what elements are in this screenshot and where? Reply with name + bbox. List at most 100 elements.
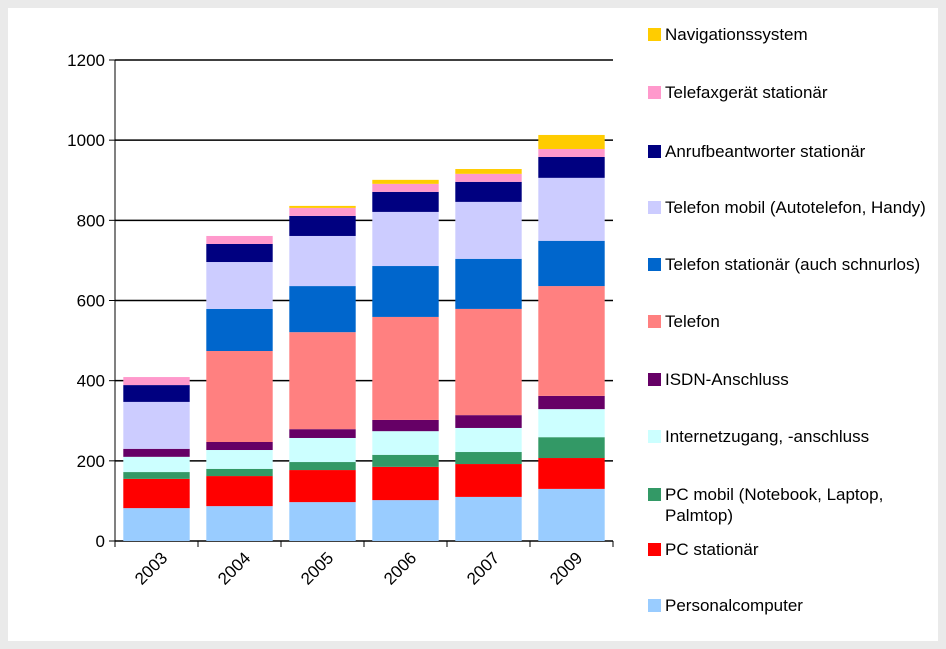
bar-segment xyxy=(538,437,605,459)
bar-segment xyxy=(372,266,439,317)
bar-segment xyxy=(289,215,356,236)
legend-entry: Personalcomputer xyxy=(648,595,928,616)
y-tick-label: 1000 xyxy=(67,131,105,150)
bar-segment xyxy=(206,476,273,507)
legend-swatch xyxy=(648,315,661,328)
legend-swatch xyxy=(648,28,661,41)
bar-segment xyxy=(206,468,273,477)
bar-segment xyxy=(372,211,439,267)
bar-segment xyxy=(206,351,273,442)
bar-segment xyxy=(455,258,522,309)
bar-segment xyxy=(123,448,190,457)
bar-segment xyxy=(123,377,190,386)
bar-segment xyxy=(372,179,439,184)
legend-swatch xyxy=(648,543,661,556)
legend-label: PC stationär xyxy=(665,540,759,559)
bar-segment xyxy=(455,415,522,428)
bar-segment xyxy=(372,431,439,455)
bar-segment xyxy=(123,456,190,473)
legend-swatch xyxy=(648,201,661,214)
bar-segment xyxy=(289,437,356,463)
legend-swatch xyxy=(648,430,661,443)
bar-segment xyxy=(372,454,439,467)
legend-label: Telefon mobil (Autotelefon, Handy) xyxy=(665,198,926,217)
bar-segment xyxy=(289,235,356,287)
bar-segment xyxy=(538,177,605,241)
bar-segment xyxy=(123,401,190,449)
bar-segment xyxy=(372,500,439,541)
legend-label: Navigationssystem xyxy=(665,25,808,44)
bar-segment xyxy=(455,464,522,497)
bar-segment xyxy=(123,478,190,509)
bar-segment xyxy=(289,429,356,438)
legend-swatch xyxy=(648,86,661,99)
legend-label: Telefaxgerät stationär xyxy=(665,83,828,102)
bar-segment xyxy=(206,441,273,451)
bar-segment xyxy=(455,427,522,453)
bar-segment xyxy=(206,506,273,541)
bar-segment xyxy=(372,183,439,192)
legend-label: PC mobil (Notebook, Laptop, Palmtop) xyxy=(665,485,884,525)
bar-segment xyxy=(206,262,273,309)
bar-segment xyxy=(289,207,356,216)
legend-entry: Telefaxgerät stationär xyxy=(648,82,928,103)
legend-entry: Telefon xyxy=(648,311,928,332)
bar-segment xyxy=(538,240,605,287)
bar-segment xyxy=(206,308,273,352)
bar-segment xyxy=(289,205,356,208)
legend-label: Telefon stationär (auch schnurlos) xyxy=(665,255,921,274)
legend-swatch xyxy=(648,599,661,612)
bar-segment xyxy=(538,458,605,489)
bar-segment xyxy=(289,470,356,503)
bar-segment xyxy=(538,488,605,541)
bar-segment xyxy=(289,286,356,333)
bar-segment xyxy=(372,466,439,501)
legend-label: Anrufbeantworter stationär xyxy=(665,142,866,161)
bar-segment xyxy=(538,409,605,438)
bar-segment xyxy=(372,191,439,212)
bar-segment xyxy=(538,148,605,158)
legend-label: Telefon xyxy=(665,312,720,331)
bar-segment xyxy=(455,201,522,259)
legend-entry: Navigationssystem xyxy=(648,24,928,45)
y-tick-label: 400 xyxy=(77,372,105,391)
bar-segment xyxy=(123,385,190,402)
legend-swatch xyxy=(648,258,661,271)
bar-segment xyxy=(123,508,190,541)
legend-entry: Telefon mobil (Autotelefon, Handy) xyxy=(648,197,928,218)
bar-segment xyxy=(289,462,356,471)
legend-label: Internetzugang, -anschluss xyxy=(665,427,870,446)
legend-entry: Internetzugang, -anschluss xyxy=(648,426,928,447)
bar-segment xyxy=(455,181,522,202)
bar-segment xyxy=(206,235,273,244)
legend-label: Personalcomputer xyxy=(665,596,803,615)
legend-label: ISDN-Anschluss xyxy=(665,370,789,389)
bar-segment xyxy=(455,496,522,541)
legend-entry: Telefon stationär (auch schnurlos) xyxy=(648,254,928,275)
y-tick-label: 1200 xyxy=(67,51,105,70)
legend-entry: PC stationär xyxy=(648,539,928,560)
legend-swatch xyxy=(648,145,661,158)
bar-segment xyxy=(455,452,522,465)
bar-segment xyxy=(538,157,605,178)
y-tick-label: 0 xyxy=(96,532,105,551)
legend-swatch xyxy=(648,488,661,501)
bar-segment xyxy=(289,502,356,541)
bar-segment xyxy=(289,332,356,430)
bar-segment xyxy=(455,173,522,182)
y-tick-label: 600 xyxy=(77,292,105,311)
bar-segment xyxy=(206,243,273,263)
y-tick-label: 200 xyxy=(77,452,105,471)
bar-segment xyxy=(538,134,605,149)
bar-segment xyxy=(206,450,273,469)
bar-segment xyxy=(372,419,439,432)
legend-entry: PC mobil (Notebook, Laptop, Palmtop) xyxy=(648,484,928,526)
bar-segment xyxy=(123,472,190,479)
y-tick-label: 800 xyxy=(77,211,105,230)
legend-swatch xyxy=(648,373,661,386)
bar-segment xyxy=(538,395,605,410)
legend-entry: ISDN-Anschluss xyxy=(648,369,928,390)
bar-segment xyxy=(372,316,439,420)
